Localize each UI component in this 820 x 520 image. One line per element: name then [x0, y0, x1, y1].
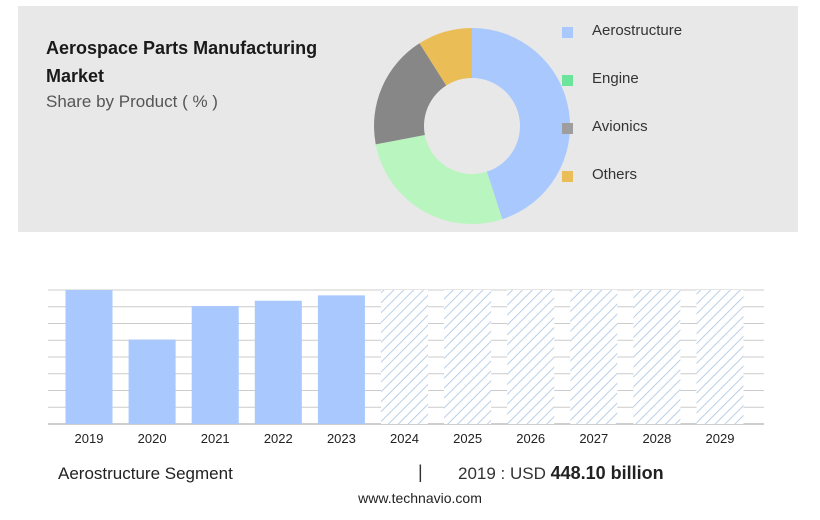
summary-panel: Aerospace Parts Manufacturing Market Sha…: [18, 6, 798, 232]
bar-2025-forecast: [444, 290, 492, 424]
legend-label: Engine: [592, 70, 639, 87]
bar-2029-forecast: [696, 290, 744, 424]
segment-bar-chart: 2019 2020 2021 2022 2023 2024 2025 2026 2027 2028…: [48, 289, 764, 446]
bar-2028-forecast: [633, 290, 681, 424]
bar-2019: [65, 290, 113, 424]
product-share-donut-chart: [374, 28, 570, 224]
legend-swatch: [562, 171, 573, 182]
legend-swatch: [562, 123, 573, 134]
donut-slice-engine: [375, 134, 503, 224]
donut-slice-others: [419, 28, 472, 86]
bar-2026-forecast: [507, 290, 555, 424]
legend-swatch: [562, 27, 573, 38]
x-tick-label: 2026: [516, 431, 545, 446]
x-tick-label: 2021: [201, 431, 230, 446]
x-tick-label: 2019: [75, 431, 104, 446]
segment-value: 2019 : USD 448.10 billion: [458, 463, 664, 484]
x-tick-label: 2029: [706, 431, 735, 446]
x-tick-label: 2027: [579, 431, 608, 446]
x-tick-label: 2025: [453, 431, 482, 446]
footer-divider: |: [418, 462, 423, 482]
legend-label: Avionics: [592, 118, 648, 135]
x-tick-label: 2028: [642, 431, 671, 446]
x-tick-label: 2020: [138, 431, 167, 446]
segment-value-prefix: 2019 : USD: [458, 464, 546, 483]
bar-2027-forecast: [570, 290, 618, 424]
legend-swatch: [562, 75, 573, 86]
donut-slice-avionics: [374, 43, 447, 145]
x-tick-label: 2022: [264, 431, 293, 446]
bar-2020: [128, 339, 176, 424]
x-tick-label: 2023: [327, 431, 356, 446]
bar-2021: [191, 306, 239, 424]
segment-name: Aerostructure Segment: [58, 464, 233, 483]
chart-subtitle: Share by Product ( % ): [46, 92, 218, 111]
chart-title: Aerospace Parts Manufacturing Market: [46, 38, 318, 86]
legend-label: Aerostructure: [592, 22, 683, 39]
bar-2023: [317, 295, 365, 424]
segment-value-amount: 448.10 billion: [550, 463, 664, 483]
x-tick-label: 2024: [390, 431, 419, 446]
bar-2024-forecast: [381, 290, 428, 424]
donut-slice-aerostructure: [472, 28, 570, 220]
source-link[interactable]: www.technavio.com: [358, 490, 482, 506]
legend-label: Others: [592, 166, 638, 183]
bar-2022: [254, 300, 302, 424]
